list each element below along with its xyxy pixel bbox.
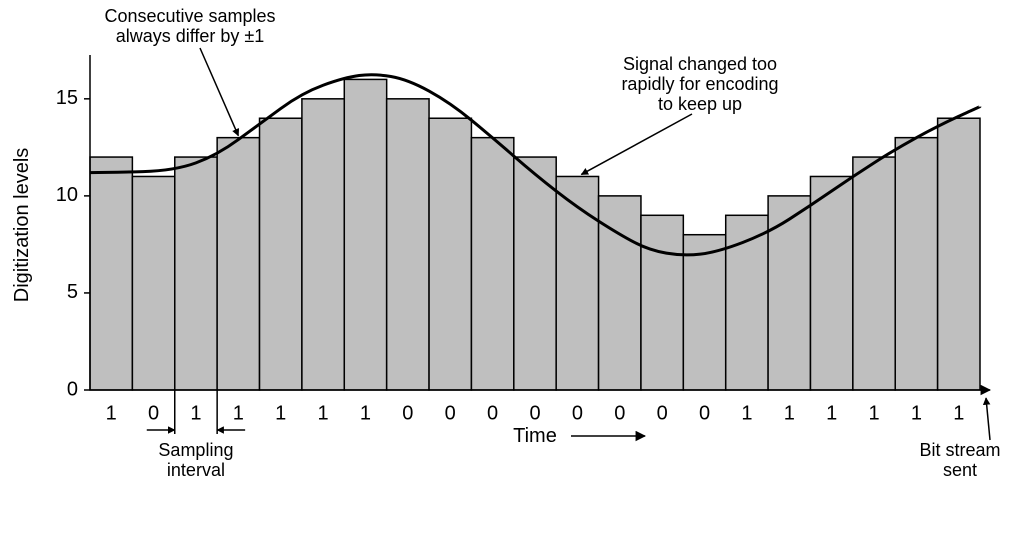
sampling-interval-label: interval — [167, 460, 225, 480]
bit-label: 1 — [741, 402, 752, 424]
bar — [217, 138, 259, 390]
y-axis-label: Digitization levels — [11, 148, 33, 303]
y-tick-label: 15 — [56, 87, 78, 109]
bit-label: 1 — [233, 402, 244, 424]
bit-label: 1 — [868, 402, 879, 424]
bit-label: 0 — [529, 402, 540, 424]
y-tick-label: 0 — [67, 378, 78, 400]
signal-changed-annotation: to keep up — [658, 94, 742, 114]
y-tick-label: 5 — [67, 281, 78, 303]
bit-stream-arrow — [986, 398, 990, 440]
bar — [683, 235, 725, 390]
bar — [853, 157, 895, 390]
bar — [810, 176, 852, 390]
bit-label: 1 — [784, 402, 795, 424]
bit-label: 0 — [445, 402, 456, 424]
bar — [387, 99, 429, 390]
bars-group — [90, 79, 980, 390]
bit-label: 1 — [275, 402, 286, 424]
bit-label: 1 — [318, 402, 329, 424]
bit-label: 0 — [699, 402, 710, 424]
consecutive-arrow — [200, 48, 238, 136]
y-tick-label: 10 — [56, 184, 78, 206]
bit-stream-label: Bit stream — [919, 440, 1000, 460]
bit-label: 1 — [953, 402, 964, 424]
consecutive-annotation: always differ by ±1 — [116, 26, 265, 46]
signal-changed-arrow — [581, 114, 692, 174]
bar — [429, 118, 471, 390]
bit-label: 0 — [572, 402, 583, 424]
bar — [641, 215, 683, 390]
bar — [938, 118, 980, 390]
bit-label: 1 — [106, 402, 117, 424]
bar — [175, 157, 217, 390]
chart-svg: 051015Digitization levels101111100000000… — [0, 0, 1024, 536]
bar — [90, 157, 132, 390]
bar — [344, 79, 386, 390]
bit-label: 0 — [148, 402, 159, 424]
bit-label: 1 — [360, 402, 371, 424]
signal-changed-annotation: Signal changed too — [623, 54, 777, 74]
bar — [514, 157, 556, 390]
bit-label: 0 — [657, 402, 668, 424]
delta-modulation-chart: 051015Digitization levels101111100000000… — [0, 0, 1024, 536]
bit-stream-label: sent — [943, 460, 977, 480]
bit-label: 0 — [402, 402, 413, 424]
bar — [132, 176, 174, 390]
bit-label: 1 — [190, 402, 201, 424]
bit-label: 1 — [911, 402, 922, 424]
signal-changed-annotation: rapidly for encoding — [621, 74, 778, 94]
bit-label: 1 — [826, 402, 837, 424]
bar — [260, 118, 302, 390]
bit-label: 0 — [487, 402, 498, 424]
sampling-interval-label: Sampling — [158, 440, 233, 460]
bar — [768, 196, 810, 390]
consecutive-annotation: Consecutive samples — [104, 6, 275, 26]
bit-label: 0 — [614, 402, 625, 424]
bar — [302, 99, 344, 390]
bar — [471, 138, 513, 390]
x-axis-label: Time — [513, 425, 557, 447]
bar — [895, 138, 937, 390]
